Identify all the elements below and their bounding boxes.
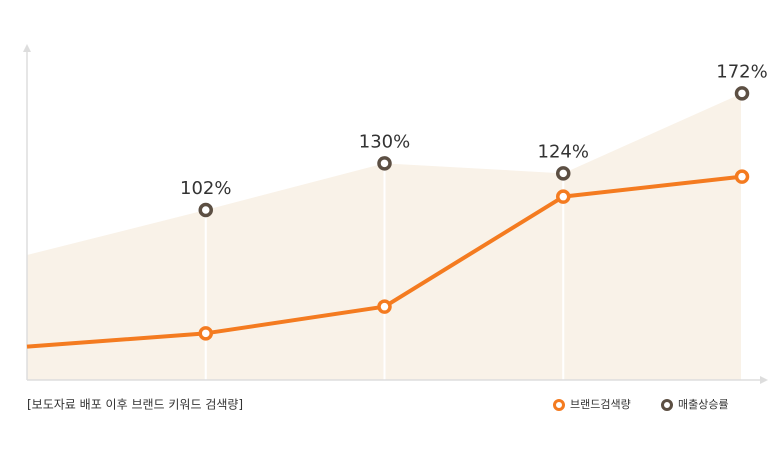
point	[556, 166, 571, 181]
y-axis-arrow	[23, 44, 31, 52]
marks: 102% 130% 124% 172%	[26, 61, 768, 349]
value-label: 130%	[359, 131, 410, 152]
legend-label: 매출상승률	[678, 398, 729, 411]
value-label: 172%	[716, 61, 767, 82]
caption: [보도자료 배포 이후 브랜드 키워드 검색량]	[27, 398, 243, 412]
legend-marker	[553, 399, 565, 411]
plot-area	[27, 93, 743, 380]
point	[734, 86, 750, 101]
value-label: 124%	[538, 141, 589, 162]
point	[198, 202, 213, 218]
value-label: 102%	[180, 178, 231, 199]
legend-label: 브랜드검색량	[570, 398, 631, 411]
point	[734, 169, 750, 184]
legend-marker	[661, 399, 673, 411]
x-axis-arrow	[760, 376, 768, 384]
point	[377, 156, 392, 171]
point	[198, 326, 213, 341]
point	[556, 189, 571, 204]
point	[377, 299, 392, 314]
